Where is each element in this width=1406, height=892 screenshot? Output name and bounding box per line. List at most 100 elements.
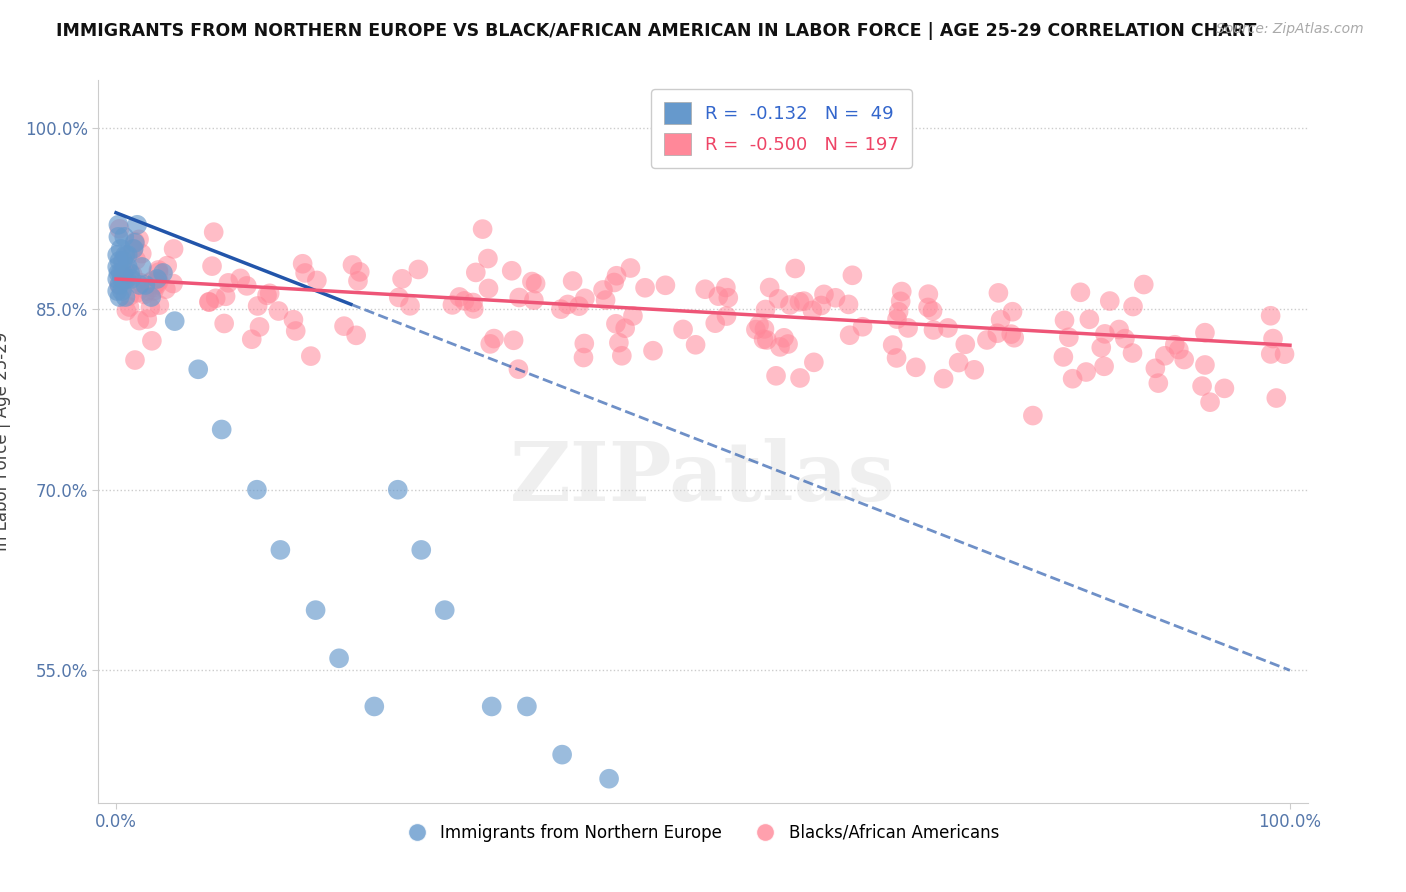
Point [704, 316, 727, 330]
Point [148, 273, 170, 287]
Point [107, 266, 129, 280]
Point [1173, 352, 1195, 367]
Point [1062, 372, 1084, 386]
Point [146, 277, 169, 292]
Point [114, 268, 136, 283]
Point [112, 254, 135, 268]
Point [108, 254, 131, 268]
Point [572, 351, 595, 365]
Point [810, 298, 832, 312]
Point [299, 349, 322, 363]
Point [568, 299, 591, 313]
Point [776, 337, 799, 351]
Point [198, 295, 221, 310]
Point [391, 272, 413, 286]
Point [1052, 350, 1074, 364]
Point [156, 259, 179, 273]
Point [121, 268, 143, 282]
Point [824, 291, 846, 305]
Point [773, 331, 796, 345]
Point [502, 333, 524, 347]
Point [619, 260, 641, 275]
Point [714, 280, 737, 294]
Point [768, 292, 790, 306]
Point [342, 258, 364, 272]
Point [136, 312, 159, 326]
Point [333, 319, 356, 334]
Point [291, 257, 314, 271]
Point [463, 301, 485, 316]
Point [125, 252, 148, 267]
Point [142, 284, 165, 298]
Point [574, 336, 596, 351]
Point [769, 340, 792, 354]
Point [344, 328, 367, 343]
Point [1022, 409, 1045, 423]
Point [963, 363, 986, 377]
Point [388, 290, 411, 304]
Point [328, 651, 350, 665]
Point [851, 319, 873, 334]
Point [550, 302, 572, 317]
Point [142, 280, 165, 294]
Point [976, 333, 998, 347]
Point [363, 699, 385, 714]
Point [508, 291, 530, 305]
Point [240, 332, 263, 346]
Point [921, 304, 943, 318]
Point [598, 772, 620, 786]
Point [1074, 365, 1097, 379]
Point [765, 368, 787, 383]
Point [120, 272, 142, 286]
Point [249, 320, 271, 334]
Point [217, 276, 239, 290]
Point [471, 222, 494, 236]
Point [607, 335, 630, 350]
Text: Source: ZipAtlas.com: Source: ZipAtlas.com [1216, 22, 1364, 37]
Point [1274, 347, 1296, 361]
Point [605, 317, 627, 331]
Point [211, 423, 233, 437]
Point [110, 242, 132, 256]
Point [212, 317, 235, 331]
Point [1122, 300, 1144, 314]
Point [246, 299, 269, 313]
Point [634, 281, 657, 295]
Point [592, 283, 614, 297]
Point [105, 272, 128, 286]
Point [524, 277, 547, 291]
Point [838, 328, 860, 343]
Point [201, 259, 224, 273]
Point [745, 322, 768, 336]
Point [399, 299, 422, 313]
Point [162, 242, 184, 256]
Point [610, 349, 633, 363]
Point [754, 302, 776, 317]
Point [148, 298, 170, 312]
Point [641, 343, 664, 358]
Point [134, 287, 156, 301]
Point [214, 289, 236, 303]
Point [138, 276, 160, 290]
Point [904, 360, 927, 375]
Point [813, 287, 835, 301]
Point [114, 248, 136, 262]
Point [1147, 376, 1170, 390]
Point [501, 264, 523, 278]
Point [112, 230, 135, 244]
Point [1265, 391, 1288, 405]
Point [105, 260, 128, 274]
Point [595, 293, 617, 307]
Point [748, 318, 770, 332]
Point [1078, 312, 1101, 326]
Point [124, 353, 146, 368]
Point [917, 287, 939, 301]
Point [267, 304, 290, 318]
Point [162, 277, 184, 291]
Point [841, 268, 863, 283]
Point [789, 371, 811, 385]
Point [789, 294, 811, 309]
Point [479, 337, 502, 351]
Legend: Immigrants from Northern Europe, Blacks/African Americans: Immigrants from Northern Europe, Blacks/… [401, 817, 1005, 848]
Point [508, 362, 530, 376]
